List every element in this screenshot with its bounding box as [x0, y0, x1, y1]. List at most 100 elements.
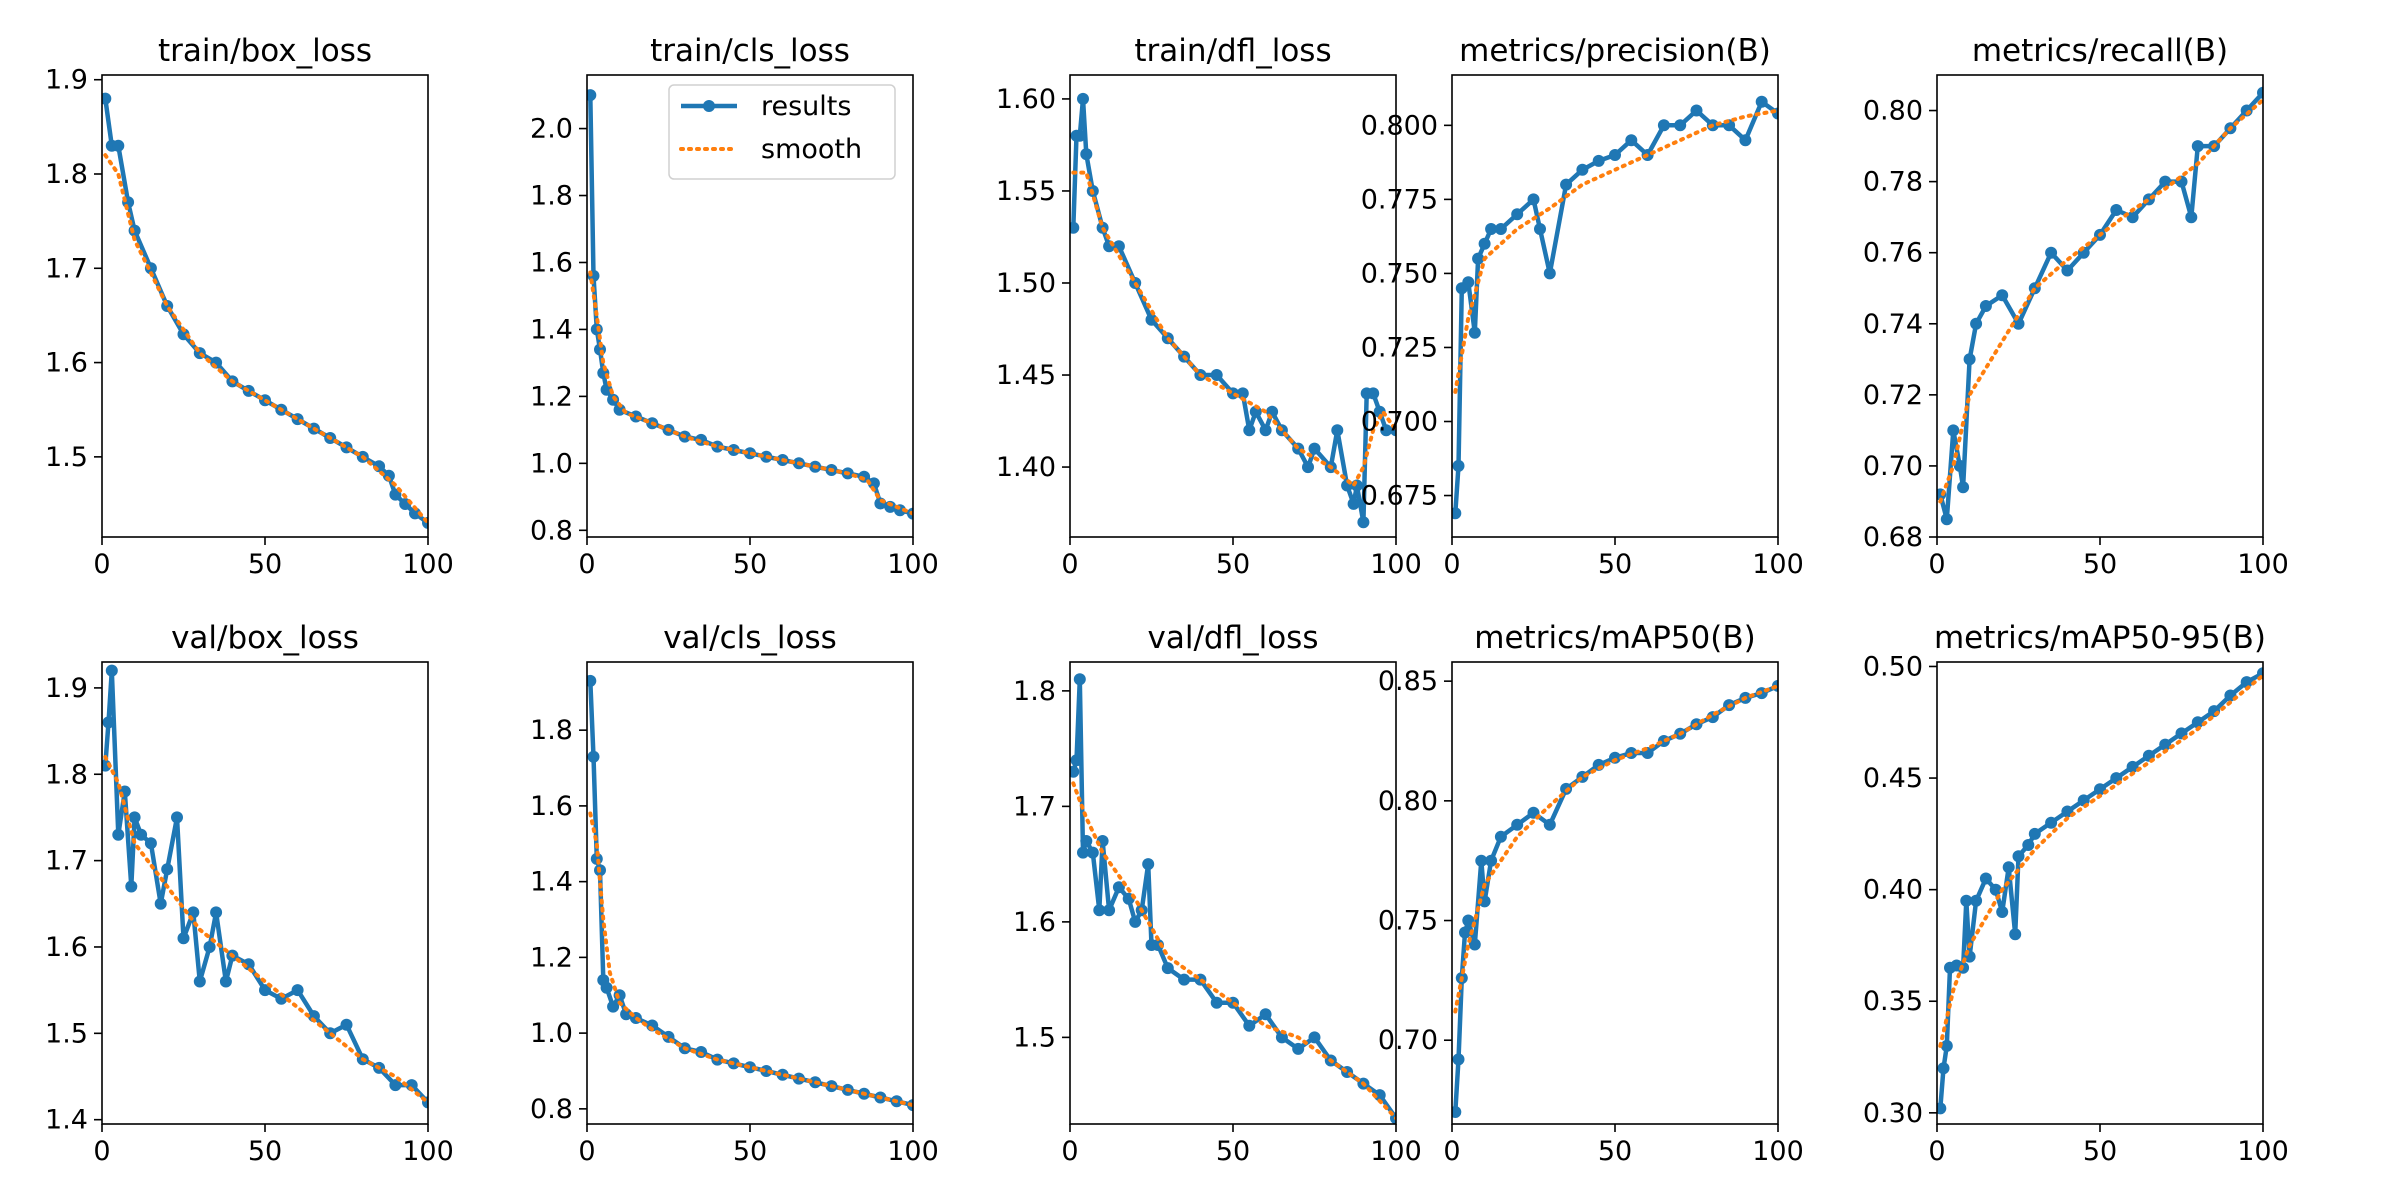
data-point — [587, 674, 597, 687]
data-point — [1103, 904, 1116, 917]
data-point — [1308, 1031, 1321, 1044]
data-point — [867, 477, 880, 490]
y-tick-label: 0.8 — [530, 1094, 573, 1125]
subplot-9: metrics/mAP50-95(B) 0 50 100 0.30 0.35 0.40 0.4… — [1863, 620, 2289, 1167]
data-point — [102, 92, 112, 105]
data-point — [1452, 507, 1462, 520]
data-point — [1739, 134, 1752, 147]
data-point — [1475, 854, 1488, 867]
y-tick-label: 0.40 — [1863, 875, 1923, 906]
data-point — [2094, 783, 2106, 796]
y-tick-label: 1.4 — [530, 314, 573, 345]
data-point — [1292, 1042, 1305, 1055]
legend-label-smooth: smooth — [761, 134, 862, 165]
subplot-title: train/cls_loss — [650, 33, 850, 69]
x-tick-label: 100 — [2237, 1136, 2289, 1167]
y-tick-label: 1.5 — [45, 442, 88, 473]
subplot-title: train/box_loss — [158, 33, 372, 69]
data-point — [727, 444, 740, 456]
data-point — [1960, 894, 1973, 907]
data-point — [135, 828, 148, 841]
series-line-smooth — [103, 755, 428, 1105]
x-tick-label: 50 — [248, 1136, 282, 1167]
data-point — [2185, 211, 2198, 224]
data-point — [1957, 481, 1970, 494]
y-tick-label: 0.70 — [1863, 451, 1923, 482]
y-tick-label: 0.675 — [1361, 481, 1438, 512]
y-tick-label: 0.72 — [1863, 380, 1923, 411]
data-point — [1494, 223, 1507, 235]
y-tick-label: 1.2 — [530, 381, 573, 412]
plot-area — [1452, 679, 1778, 1118]
y-tick-label: 1.50 — [996, 268, 1056, 299]
x-tick-label: 100 — [1370, 549, 1422, 580]
y-tick-label: 1.4 — [530, 867, 573, 898]
data-point — [1609, 149, 1621, 161]
subplot-3: metrics/precision(B) 0 50 100 0.675 0.700 0.72… — [1361, 33, 1804, 580]
data-point — [1468, 326, 1481, 339]
y-tick-label: 0.68 — [1863, 522, 1923, 553]
data-point — [744, 1061, 756, 1074]
y-tick-label: 0.75 — [1378, 906, 1438, 937]
data-point — [2126, 760, 2139, 773]
data-point — [1142, 858, 1155, 871]
data-point — [219, 975, 232, 988]
y-tick-label: 0.30 — [1863, 1098, 1923, 1129]
subplot-title: metrics/recall(B) — [1972, 33, 2228, 69]
data-point — [1380, 424, 1393, 437]
data-point — [1485, 223, 1498, 235]
x-tick-label: 100 — [402, 1136, 454, 1167]
subplot-7: val/dfl_loss 0 50 100 1.5 1.6 1.7 1.8 — [1013, 620, 1422, 1167]
data-point — [125, 880, 138, 893]
y-tick-label: 1.8 — [530, 715, 573, 746]
data-point — [1259, 1008, 1272, 1021]
y-tick-label: 0.80 — [1863, 96, 1923, 127]
data-point — [1259, 424, 1272, 437]
y-tick-label: 1.8 — [45, 759, 88, 790]
data-point — [259, 984, 271, 997]
legend-label-results: results — [761, 91, 851, 122]
subplot-5: val/box_loss 0 50 100 1.4 1.5 1.6 1.7 1.8 1.9 — [45, 620, 454, 1167]
data-point — [1452, 1053, 1465, 1066]
data-point — [2009, 928, 2022, 941]
data-point — [2012, 850, 2025, 863]
data-point — [1970, 894, 1983, 907]
x-tick-label: 100 — [2237, 549, 2289, 580]
x-tick-label: 50 — [2083, 1136, 2117, 1167]
data-point — [389, 1079, 402, 1092]
data-point — [1947, 424, 1960, 437]
data-point — [1357, 516, 1370, 529]
x-tick-label: 0 — [93, 1136, 110, 1167]
data-point — [1534, 223, 1546, 235]
x-tick-label: 50 — [1598, 549, 1632, 580]
data-point — [776, 1068, 789, 1081]
plot-area — [1452, 95, 1778, 520]
x-tick-label: 0 — [1928, 549, 1945, 580]
y-tick-label: 1.7 — [45, 253, 88, 284]
data-point — [1080, 148, 1093, 161]
data-point — [1331, 424, 1344, 437]
data-point — [2061, 264, 2074, 277]
x-tick-label: 50 — [248, 549, 282, 580]
data-point — [600, 981, 613, 994]
data-point — [1452, 459, 1465, 472]
data-point — [2191, 716, 2204, 729]
series-line-smooth — [588, 270, 913, 516]
data-point — [1970, 317, 1983, 330]
data-point — [607, 1000, 620, 1013]
plot-area — [587, 89, 913, 520]
data-point — [587, 89, 597, 102]
data-point — [613, 403, 626, 416]
data-point — [1373, 1089, 1386, 1102]
data-point — [2126, 211, 2139, 224]
data-point — [1953, 459, 1966, 472]
data-point — [760, 1065, 773, 1077]
data-point — [112, 139, 125, 152]
data-point — [1077, 92, 1089, 105]
series-line-smooth — [1071, 170, 1396, 489]
data-point — [1996, 289, 2009, 302]
data-point — [105, 664, 118, 677]
data-point — [2002, 861, 2015, 874]
